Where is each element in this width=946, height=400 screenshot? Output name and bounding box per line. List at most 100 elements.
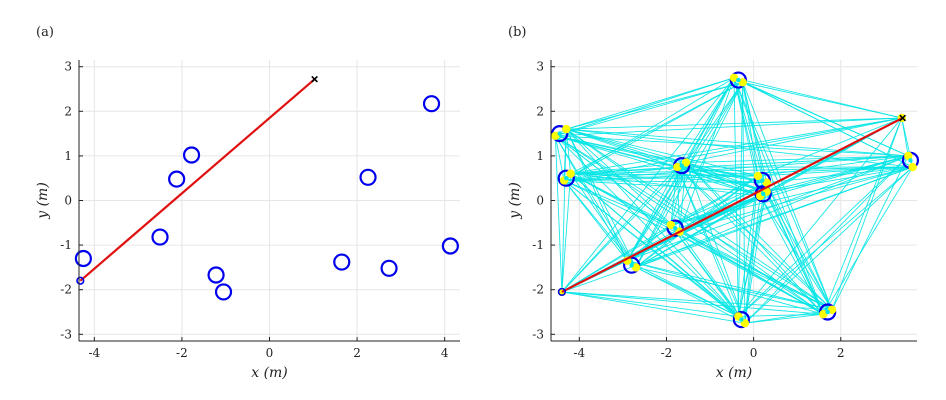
panel-b-obstacle-center-4 bbox=[760, 178, 765, 183]
panel-b-node-5 bbox=[673, 162, 682, 172]
panel-b-roadmap-edge bbox=[635, 267, 746, 324]
panel-b-roadmap-edge bbox=[742, 82, 759, 177]
panel-b-path bbox=[561, 117, 904, 293]
panel-b-obstacle-center-10 bbox=[825, 309, 830, 315]
panel-b-node-14 bbox=[908, 162, 917, 172]
panel-b-obstacle-center-9 bbox=[739, 317, 744, 322]
panel-b-roadmap-edge bbox=[676, 77, 735, 168]
panel-b-roadmap-edge bbox=[627, 260, 833, 311]
panel-b-obstacle-center-2 bbox=[679, 163, 684, 168]
panel-a-obstacle-1 bbox=[151, 228, 169, 246]
panel-b-x-tick-label-1: -2 bbox=[661, 346, 673, 360]
panel-b-obstacle-center-8 bbox=[629, 262, 634, 268]
panel-b-roadmap-edge bbox=[635, 266, 833, 311]
panel-b-roadmap-edge bbox=[554, 135, 565, 181]
panel-b-node-15 bbox=[666, 220, 676, 230]
panel-b-roadmap-edge bbox=[686, 155, 909, 164]
panel-a-obstacle-7 bbox=[359, 168, 377, 186]
panel-b-roadmap-edge bbox=[570, 173, 767, 184]
panel-b-roadmap-edge bbox=[566, 77, 735, 130]
panel-b-roadmap-edge bbox=[570, 81, 743, 175]
panel-b-roadmap-edge bbox=[563, 81, 743, 181]
panel-a-path bbox=[79, 78, 316, 282]
panel-a-obstacle-10 bbox=[441, 237, 459, 255]
panel-b-goal-marker bbox=[899, 114, 906, 122]
panel-b-roadmap-edge bbox=[822, 166, 914, 315]
panel-b-roadmap-edge bbox=[570, 155, 909, 175]
panel-b-roadmap-edge bbox=[670, 82, 744, 226]
panel-b-obstacle-9 bbox=[732, 310, 751, 329]
panel-b-node-2 bbox=[562, 124, 571, 134]
panel-b-obstacle-center-6 bbox=[908, 158, 913, 163]
panel-b-roadmap-edge bbox=[566, 117, 902, 130]
panel-a-y-tick-label-6: 3 bbox=[64, 60, 72, 74]
panel-b-node-6 bbox=[681, 158, 691, 167]
panel-b-roadmap-edge bbox=[679, 231, 824, 315]
panel-a-y-tick-label-5: 2 bbox=[64, 104, 72, 118]
panel-b-node-21 bbox=[819, 310, 828, 319]
panel-b-roadmap-edge bbox=[744, 309, 833, 324]
panel-b-roadmap-edge bbox=[670, 182, 767, 226]
panel-b-roadmap-edge bbox=[738, 155, 909, 317]
panel-b-roadmap-edge bbox=[626, 166, 678, 261]
panel-a-y-tick-label-1: -2 bbox=[60, 283, 72, 297]
panel-b-y-tick-label-6: 3 bbox=[536, 60, 544, 74]
panel-a-x-tick-label-3: 2 bbox=[353, 346, 361, 360]
panel-b-roadmap-edge bbox=[627, 155, 909, 262]
panel-b-roadmap-edge bbox=[561, 291, 745, 324]
panel-a-obstacle-5 bbox=[214, 283, 233, 301]
panel-a-obstacle-0 bbox=[74, 249, 92, 268]
panel-a-obstacle-6 bbox=[333, 253, 351, 271]
panel-b-roadmap-edge bbox=[563, 180, 637, 268]
panel-b-y-tick-label-4: 1 bbox=[536, 149, 544, 163]
panel-b-roadmap-edge bbox=[570, 173, 761, 197]
panel-b-roadmap-edge bbox=[759, 195, 824, 315]
panel-a-x-tick-label-1: -2 bbox=[176, 346, 188, 360]
panel-a-obstacle-8 bbox=[380, 259, 398, 277]
panel-b-roadmap-edge bbox=[831, 117, 903, 310]
panel-b-roadmap-edge bbox=[685, 162, 761, 197]
panel-b-roadmap-edge bbox=[555, 77, 735, 137]
panel-b-start-marker bbox=[557, 287, 566, 297]
panel-b-obstacle-center-3 bbox=[736, 77, 741, 83]
panel-b-roadmap-edge bbox=[757, 117, 902, 177]
panel-b-roadmap-edge bbox=[570, 162, 687, 175]
panel-a-start-marker bbox=[76, 276, 85, 285]
panel-b-roadmap-edge bbox=[561, 291, 739, 317]
panel-b-roadmap-edge bbox=[744, 313, 824, 324]
panel-b-obstacle-center-5 bbox=[760, 191, 766, 197]
panel-b-roadmap-edge bbox=[627, 260, 824, 315]
panel-b-roadmap-edge bbox=[555, 135, 767, 184]
panel-a-goal-marker bbox=[311, 75, 318, 83]
panel-b-roadmap-edge bbox=[561, 224, 672, 293]
panel-a-y-tick-label-2: -1 bbox=[60, 238, 72, 252]
panel-b-roadmap-edge bbox=[685, 117, 902, 164]
panel-b-roadmap-edge bbox=[570, 173, 637, 268]
panel-b-roadmap-edge bbox=[561, 291, 824, 315]
panel-b-node-4 bbox=[566, 169, 575, 178]
panel-a-obstacle-2 bbox=[168, 170, 186, 188]
panel-b-roadmap-edge bbox=[733, 77, 739, 317]
panel-b-roadmap-edge bbox=[561, 166, 678, 293]
panel-b-roadmap-edge bbox=[757, 155, 909, 177]
panel-b-roadmap-edge bbox=[733, 77, 824, 315]
panel-a-x-tick-label-2: 0 bbox=[266, 346, 274, 360]
panel-b-roadmap-edge bbox=[635, 82, 744, 268]
panel-b-node-7 bbox=[729, 73, 739, 83]
panel-b-x-axis-label: x (m) bbox=[716, 365, 753, 381]
panel-b-roadmap-edge bbox=[822, 117, 903, 315]
panel-b-roadmap-edge bbox=[566, 128, 909, 157]
panel-b-roadmap-edge bbox=[570, 173, 746, 324]
panel-b-node-18 bbox=[631, 263, 641, 272]
panel-b-node-8 bbox=[738, 78, 747, 87]
panel-b-roadmap-edge bbox=[677, 166, 759, 177]
panel-a-y-axis-label: y (m) bbox=[35, 182, 51, 220]
panel-b-roadmap-edge bbox=[679, 77, 735, 232]
panel-a-obstacle-9 bbox=[422, 95, 441, 113]
panel-b-roadmap-edge bbox=[670, 195, 761, 226]
panel-b-roadmap-edge bbox=[742, 81, 902, 119]
panel-b-roadmap-edge bbox=[685, 162, 746, 324]
panel-b-roadmap-edge bbox=[742, 82, 833, 310]
panel-b-roadmap-edge bbox=[555, 135, 909, 157]
panel-b-node-22 bbox=[827, 305, 837, 314]
